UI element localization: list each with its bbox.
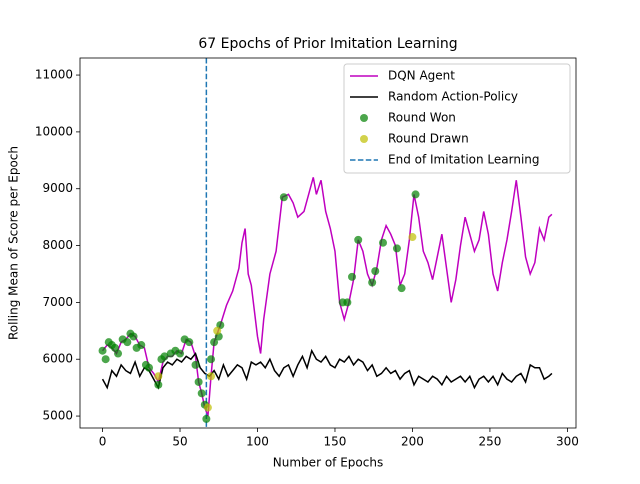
scatter-point: [368, 278, 377, 287]
scatter-point: [397, 284, 406, 293]
legend-label: Round Drawn: [388, 132, 469, 146]
scatter-point: [114, 349, 123, 358]
scatter-point: [203, 403, 212, 412]
y-tick-label: 5000: [42, 409, 73, 423]
scatter-point: [197, 389, 206, 398]
scatter-point: [185, 338, 194, 347]
x-tick-label: 250: [478, 435, 501, 449]
scatter-point: [160, 352, 169, 361]
scatter-point: [408, 233, 417, 242]
scatter-point: [123, 338, 132, 347]
scatter-point: [129, 332, 138, 341]
y-tick-label: 11000: [35, 68, 73, 82]
scatter-point: [379, 238, 388, 247]
scatter-point: [191, 360, 200, 369]
y-tick-label: 6000: [42, 352, 73, 366]
scatter-point: [202, 414, 211, 423]
y-tick-label: 7000: [42, 295, 73, 309]
y-tick-label: 10000: [35, 124, 73, 138]
scatter-point: [279, 193, 288, 202]
x-tick-label: 150: [324, 435, 347, 449]
y-tick-label: 9000: [42, 181, 73, 195]
y-tick-label: 8000: [42, 238, 73, 252]
scatter-point: [210, 338, 219, 347]
x-tick-label: 200: [401, 435, 424, 449]
scatter-point: [392, 244, 401, 253]
legend-marker: [360, 114, 368, 122]
line: [101, 348, 553, 390]
x-tick-label: 50: [172, 435, 187, 449]
legend-marker: [360, 135, 368, 143]
scatter-point: [207, 372, 216, 381]
plot-area: [98, 58, 553, 428]
scatter-point: [343, 298, 352, 307]
chart-title: 67 Epochs of Prior Imitation Learning: [198, 36, 457, 52]
scatter-point: [207, 355, 216, 364]
scatter-point: [176, 349, 185, 358]
scatter-point: [98, 346, 107, 355]
scatter-point: [213, 326, 222, 335]
y-axis-label: Rolling Mean of Score per Epoch: [7, 146, 21, 340]
scatter-point: [371, 267, 380, 276]
x-tick-label: 0: [99, 435, 107, 449]
legend-box: [343, 63, 571, 174]
scatter-point: [194, 377, 203, 386]
legend-label: End of Imitation Learning: [388, 153, 540, 167]
legend-label: DQN Agent: [388, 69, 455, 83]
scatter-point: [154, 380, 163, 389]
scatter-point: [348, 272, 357, 281]
x-axis-label: Number of Epochs: [273, 456, 383, 470]
scatter-point: [354, 235, 363, 244]
x-tick-label: 300: [556, 435, 579, 449]
axes-frame: [79, 57, 577, 429]
scatter-point: [411, 190, 420, 199]
x-tick-label: 100: [246, 435, 269, 449]
scatter-point: [154, 372, 163, 381]
scatter-point: [137, 341, 146, 350]
legend-label: Random Action-Policy: [388, 90, 518, 104]
scatter-point: [145, 363, 154, 372]
legend-label: Round Won: [388, 111, 456, 125]
scatter-point: [101, 355, 110, 364]
